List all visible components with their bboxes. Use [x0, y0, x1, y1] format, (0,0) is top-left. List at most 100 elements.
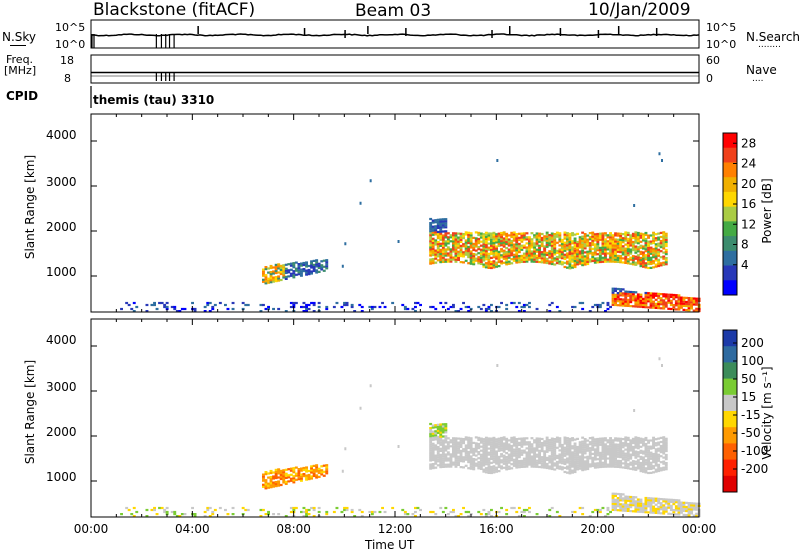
power-cell [616, 304, 620, 307]
velocity-cell [505, 445, 509, 449]
velocity-cell [525, 508, 529, 512]
velocity-cell [657, 447, 661, 450]
velocity-cell [317, 475, 321, 478]
velocity-cell [583, 452, 587, 455]
velocity-cell [517, 451, 521, 455]
velocity-cell [614, 455, 617, 458]
velocity-cell [436, 464, 440, 467]
power-cell [631, 242, 635, 246]
velocity-cell [130, 513, 134, 516]
power-cell [502, 257, 506, 260]
velocity-cell [662, 438, 666, 441]
power-cell [606, 234, 610, 237]
velocity-cell [510, 444, 514, 448]
velocity-cell [497, 437, 501, 440]
velocity-cell [616, 459, 620, 462]
velocity-cell [305, 470, 308, 473]
velocity-cell [269, 476, 273, 479]
power-cell [343, 301, 346, 305]
velocity-cell [512, 454, 516, 457]
velocity-cell [568, 470, 572, 473]
velocity-cell [573, 462, 577, 465]
velocity-cell [472, 462, 476, 465]
velocity-cell [624, 454, 628, 457]
velocity-cell [525, 455, 529, 458]
velocity-cell [652, 505, 655, 508]
power-cell [282, 276, 286, 279]
power-cell [444, 250, 448, 253]
velocity-cell [571, 447, 574, 450]
velocity-cell [593, 444, 597, 447]
velocity-cell [441, 451, 445, 454]
velocity-cell [502, 448, 506, 451]
velocity-cell [647, 455, 650, 458]
power-cell [515, 247, 519, 250]
power-cell [459, 246, 463, 250]
velocity-cell [631, 447, 635, 451]
power-cell [619, 288, 623, 291]
power-cell [614, 234, 617, 237]
velocity-cell [474, 462, 478, 465]
power-cell [302, 305, 306, 309]
power-cell [563, 231, 567, 234]
power-cell [581, 307, 585, 311]
power-cell [312, 269, 316, 273]
power-cell [629, 290, 633, 294]
power-cell [652, 300, 655, 303]
power-cell [533, 260, 536, 263]
power-cell [680, 296, 683, 299]
velocity-cell [692, 508, 696, 511]
velocity-cell [659, 506, 663, 509]
velocity-cell [659, 455, 663, 458]
power-cell [264, 280, 268, 283]
velocity-cell [515, 442, 519, 445]
power-cell [434, 257, 438, 260]
power-cell [297, 263, 301, 266]
velocity-cell [528, 445, 531, 448]
velocity-cell [462, 448, 465, 451]
power-cell [431, 260, 435, 263]
velocity-cell [517, 515, 521, 518]
velocity-cell [619, 466, 623, 469]
power-cell [621, 249, 625, 252]
power-cell [414, 305, 417, 309]
velocity-cell [441, 457, 445, 460]
power-cell [474, 249, 478, 252]
velocity-cell [563, 436, 567, 439]
power-cell [639, 262, 643, 266]
velocity-cell [446, 453, 450, 456]
power-cell [535, 254, 539, 257]
power-cell [601, 301, 605, 305]
power-cell [444, 220, 448, 223]
power-cell [459, 232, 463, 235]
power-cell [662, 251, 666, 254]
power-cell [441, 254, 445, 257]
colorbar-tick-label: 50 [741, 372, 756, 386]
power-cell [487, 262, 491, 265]
power-cell [300, 264, 303, 267]
x-tick-label: 04:00 [175, 522, 210, 536]
velocity-cell [436, 437, 440, 441]
velocity-cell [558, 459, 562, 462]
power-cell [631, 291, 635, 294]
power-cell [614, 238, 617, 241]
velocity-cell [636, 451, 640, 454]
velocity-cell [664, 508, 668, 511]
power-cell [517, 248, 521, 252]
velocity-cell [614, 449, 617, 452]
power-cell [431, 233, 435, 236]
power-cell [609, 248, 612, 251]
velocity-cell [563, 448, 567, 451]
velocity-cell [446, 459, 450, 462]
velocity-cell [636, 463, 640, 466]
velocity-cell [669, 504, 673, 507]
power-cell [621, 251, 625, 254]
power-cell [604, 252, 607, 255]
velocity-cell [644, 436, 648, 440]
velocity-cell [482, 460, 486, 463]
power-cell [621, 304, 625, 307]
power-cell [434, 225, 438, 228]
power-cell [583, 251, 587, 254]
velocity-cell [452, 443, 455, 446]
power-cell [444, 218, 448, 221]
